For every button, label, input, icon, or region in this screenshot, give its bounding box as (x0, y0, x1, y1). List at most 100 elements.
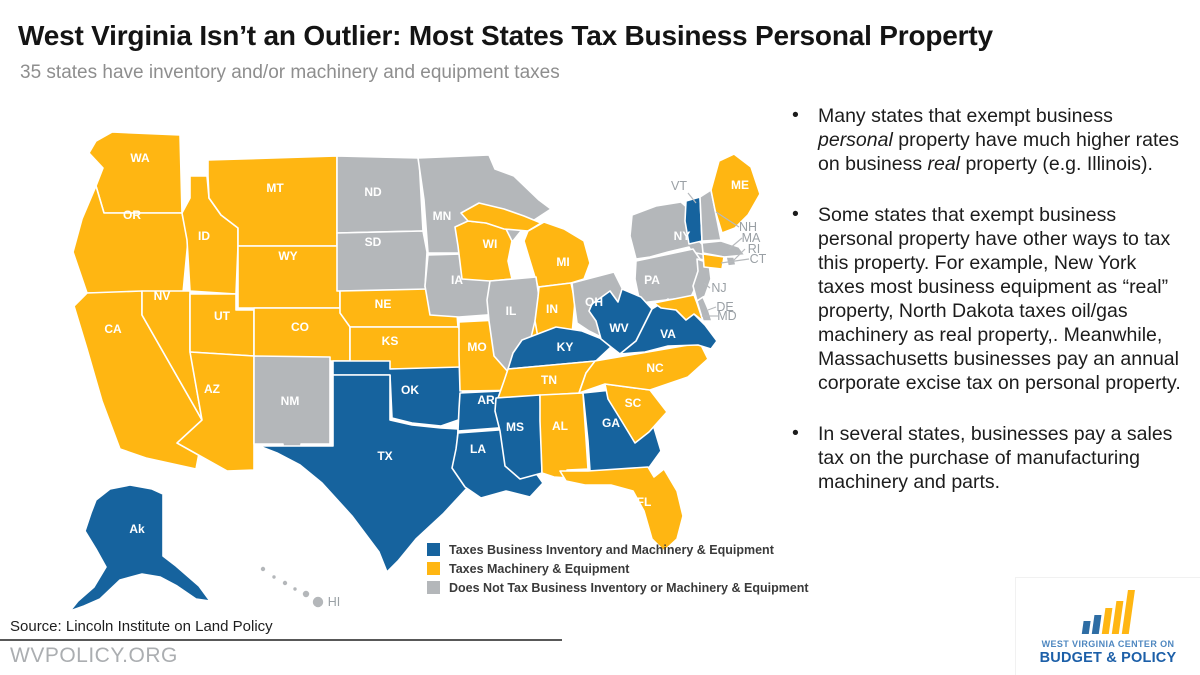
map-label-sd: SD (365, 235, 382, 249)
state-me (710, 153, 761, 234)
map-label-ct: CT (750, 252, 767, 266)
us-map: WA MT ND MN ME OR ID SD WI MI NY WY NE IA PA NV UT CO KS MO… (69, 131, 767, 612)
map-label-md: MD (717, 309, 736, 323)
map-label-vt: VT (671, 179, 687, 193)
map-label-ny: NY (674, 229, 691, 243)
bullet-marker: • (792, 422, 799, 444)
map-label-il: IL (506, 304, 517, 318)
map-label-nm: NM (281, 394, 300, 408)
map-label-az: AZ (204, 382, 220, 396)
map-label-wy: WY (278, 249, 297, 263)
map-label-al: AL (552, 419, 568, 433)
map-label-id: ID (198, 229, 210, 243)
map-label-ky: KY (557, 340, 574, 354)
bullet-list: • Many states that exempt business person… (780, 104, 1185, 521)
state-wa (88, 131, 183, 214)
state-ak (69, 484, 211, 612)
map-label-ca: CA (104, 322, 122, 336)
map-label-ma: MA (742, 231, 761, 245)
site-url: WVPOLICY.ORG (10, 644, 178, 667)
bullet-item: • Many states that exempt business person… (792, 104, 1179, 175)
map-label-sc: SC (625, 396, 642, 410)
legend-label: Taxes Business Inventory and Machinery &… (449, 542, 774, 557)
org-logo: WEST VIRGINIA CENTER ON BUDGET & POLICY (1016, 578, 1200, 675)
state-md (653, 294, 704, 322)
state-vt (684, 196, 703, 245)
map-label-tx: TX (377, 449, 392, 463)
state-ct (702, 253, 725, 270)
state-hi (259, 565, 267, 573)
state-sd (336, 230, 431, 292)
map-label-in: IN (546, 302, 558, 316)
map-label-ks: KS (382, 334, 399, 348)
map-label-la: LA (470, 442, 486, 456)
map-label-mi: MI (556, 255, 569, 269)
map-label-ga: GA (602, 416, 620, 430)
map-label-fl: FL (637, 495, 652, 509)
callout-line-nj (703, 282, 711, 289)
map-label-wi: WI (483, 237, 498, 251)
map-label-nv: NV (154, 289, 171, 303)
map-label-ar: AR (477, 393, 495, 407)
callout-line-nh (715, 211, 740, 228)
bullet-item: • Some states that exempt business person… (792, 203, 1181, 394)
map-label-mt: MT (266, 181, 284, 195)
state-hi (311, 595, 325, 609)
map-label-nh: NH (739, 220, 757, 234)
map-label-nd: ND (364, 185, 382, 199)
map-legend: Taxes Business Inventory and Machinery &… (427, 540, 809, 597)
bullet-marker: • (792, 203, 799, 225)
state-co (253, 307, 351, 362)
state-wi (454, 220, 513, 282)
state-hi (301, 589, 311, 599)
state-al (539, 392, 589, 479)
logo-bar-amber (1101, 608, 1112, 634)
map-label-ak: Ak (129, 522, 145, 536)
state-nc (578, 342, 709, 394)
legend-swatch-yellow (427, 562, 440, 575)
state-sc (604, 383, 668, 444)
legend-swatch-blue (427, 543, 440, 556)
source-note: Source: Lincoln Institute on Land Policy (10, 618, 273, 635)
map-label-ut: UT (214, 309, 231, 323)
map-label-me: ME (731, 178, 749, 192)
state-tx (258, 374, 469, 573)
map-label-tn: TN (541, 373, 557, 387)
map-label-or: OR (123, 208, 141, 222)
state-hi (270, 573, 278, 581)
map-label-mo: MO (467, 340, 486, 354)
legend-swatch-gray (427, 581, 440, 594)
page-title: West Virginia Isn’t an Outlier: Most Sta… (18, 20, 993, 51)
logo-bar-amber (1121, 590, 1135, 634)
legend-label: Does Not Tax Business Inventory or Machi… (449, 580, 809, 595)
footer-divider (0, 639, 562, 641)
logo-line1: WEST VIRGINIA CENTER ON (1041, 639, 1175, 649)
callout-line-ma (728, 237, 743, 250)
map-label-ms: MS (506, 420, 524, 434)
legend-item-yellow: Taxes Machinery & Equipment (427, 559, 809, 578)
state-mi (523, 221, 591, 288)
map-label-va: VA (660, 327, 676, 341)
logo-bar-amber (1111, 601, 1123, 634)
bullet-marker: • (792, 104, 799, 126)
logo-bar-blue (1091, 615, 1101, 634)
legend-label: Taxes Machinery & Equipment (449, 561, 630, 576)
bullet-item: • In several states, businesses pay a sal… (792, 422, 1173, 493)
map-label-nj: NJ (711, 281, 726, 295)
legend-item-blue: Taxes Business Inventory and Machinery &… (427, 540, 809, 559)
state-fl (559, 466, 684, 552)
map-label-ri: RI (748, 242, 761, 256)
map-label-ia: IA (451, 273, 463, 287)
state-hi (291, 585, 299, 593)
map-label-oh: OH (585, 295, 603, 309)
map-label-ne: NE (375, 297, 392, 311)
map-label-wa: WA (130, 151, 150, 165)
legend-item-gray: Does Not Tax Business Inventory or Machi… (427, 578, 809, 597)
state-nh (699, 189, 722, 242)
map-label-hi: HI (328, 595, 341, 609)
callout-line-vt (687, 192, 697, 204)
map-label-ok: OK (401, 383, 419, 397)
callout-line-de (707, 306, 717, 311)
map-label-co: CO (291, 320, 309, 334)
